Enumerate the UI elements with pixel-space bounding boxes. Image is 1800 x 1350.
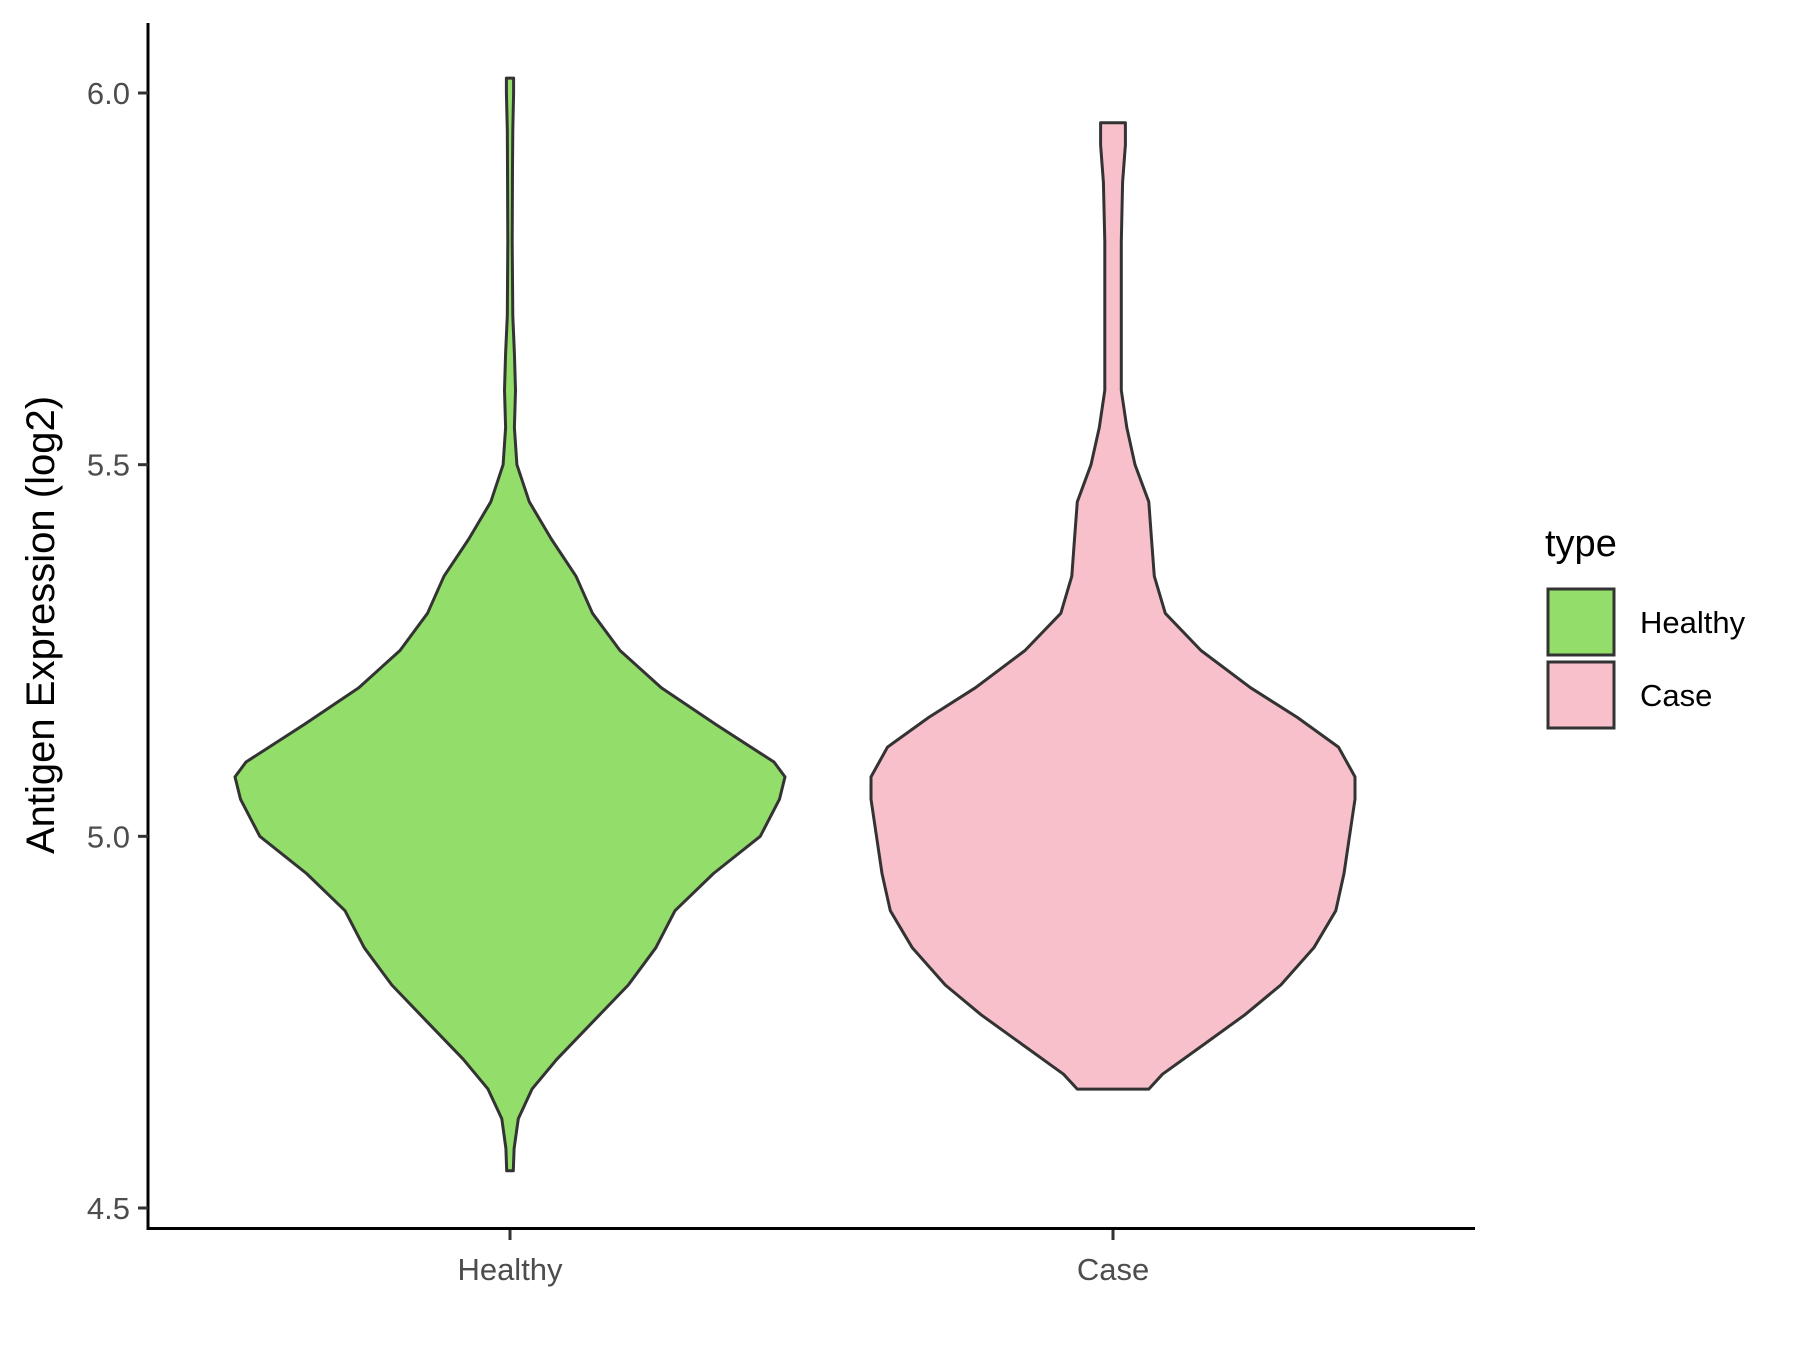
x-tick-label: Case <box>1077 1252 1149 1287</box>
violin-case <box>869 121 1357 1091</box>
y-tick-label: 6.0 <box>87 76 130 111</box>
violins-layer <box>233 76 1357 1173</box>
legend: type Healthy Case <box>1545 523 1746 730</box>
legend-swatch-case <box>1546 660 1616 730</box>
legend-title: type <box>1545 523 1617 565</box>
legend-label: Case <box>1640 678 1712 713</box>
legend-swatch-healthy <box>1546 587 1616 657</box>
y-ticks-layer: 4.5 5.0 5.5 6.0 <box>87 76 148 1226</box>
y-axis-title: Antigen Expression (log2) <box>19 396 63 854</box>
x-ticks-layer: Healthy Case <box>457 1230 1149 1287</box>
y-tick-label: 5.5 <box>87 448 130 483</box>
legend-label: Healthy <box>1640 605 1746 640</box>
violin-healthy <box>233 76 787 1173</box>
y-tick-label: 4.5 <box>87 1191 130 1226</box>
y-tick-label: 5.0 <box>87 819 130 854</box>
x-tick-label: Healthy <box>457 1252 563 1287</box>
